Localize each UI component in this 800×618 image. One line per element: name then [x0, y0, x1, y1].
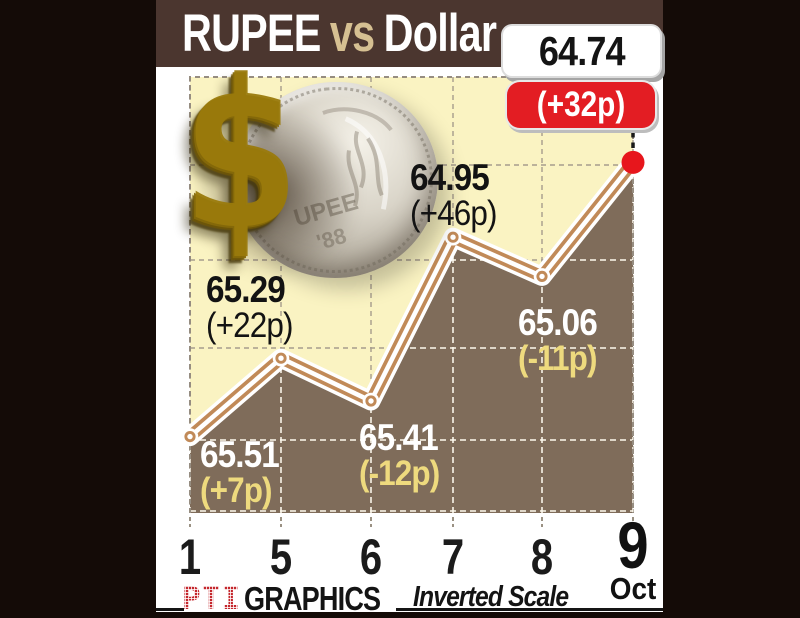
footer-rule-right: [396, 608, 663, 611]
plot-border: [189, 76, 634, 513]
dollar-coin-artwork: UPEE '88 $: [184, 52, 448, 289]
point-change: (-12p): [359, 454, 440, 493]
dollar-sign-icon: $: [184, 35, 301, 273]
day-number: 9: [617, 508, 649, 582]
x-tick-label-5: 5: [269, 529, 293, 585]
latest-rate-badge: 64.74: [503, 26, 660, 76]
point-label-day6: 65.41 (-12p): [359, 417, 440, 493]
x-tick-label-6: 6: [359, 529, 383, 585]
latest-change-value: (+32p): [536, 85, 626, 124]
point-label-day8: 65.06 (-11p): [518, 302, 598, 378]
graphic-card: RUPEE vs Dollar 64.74 (+32p) UPEE '88 $ …: [156, 0, 663, 617]
footer-rule-left: [156, 608, 184, 611]
point-change: (-11p): [518, 339, 598, 378]
footer-brand: GRAPHICS: [244, 580, 381, 617]
data-point-marker: [539, 273, 545, 280]
pti-logo: PTI: [182, 581, 241, 617]
latest-change-badge: (+32p): [507, 82, 655, 128]
dollar-shadow: [192, 104, 360, 280]
point-label-day7: 64.95 (+46p): [410, 157, 497, 233]
point-value: 65.41: [359, 417, 439, 458]
point-value: 65.51: [200, 434, 280, 475]
x-tick-label-9-oct: 9 Oct: [607, 508, 659, 606]
latest-data-point: [621, 150, 645, 174]
x-tick-label-7: 7: [441, 529, 465, 585]
x-tick-label-8: 8: [530, 529, 554, 585]
point-change: (+7p): [200, 471, 273, 510]
point-label-day5: 65.29 (+22p): [206, 269, 293, 345]
point-change: (+22p): [206, 306, 293, 345]
month-label: Oct: [609, 571, 657, 606]
data-point-marker: [450, 234, 456, 240]
title-part-rupee: RUPEE: [182, 4, 321, 63]
inverted-scale-note: Inverted Scale: [413, 581, 569, 613]
point-label-day1: 65.51 (+7p): [200, 434, 280, 510]
data-point-marker: [187, 433, 193, 440]
latest-rate-value: 64.74: [538, 27, 626, 74]
rate-line-ribbon: [187, 160, 636, 439]
point-value: 65.06: [518, 302, 598, 343]
point-value: 65.29: [206, 269, 286, 310]
data-point-marker: [368, 398, 374, 404]
title-part-vs: vs: [329, 4, 375, 63]
point-change: (+46p): [410, 194, 497, 233]
page-title: RUPEE vs Dollar: [182, 0, 497, 67]
x-tick-label-1: 1: [178, 529, 202, 585]
data-point-marker: [278, 355, 284, 361]
title-part-dollar: Dollar: [383, 4, 497, 63]
point-value: 64.95: [410, 157, 490, 198]
